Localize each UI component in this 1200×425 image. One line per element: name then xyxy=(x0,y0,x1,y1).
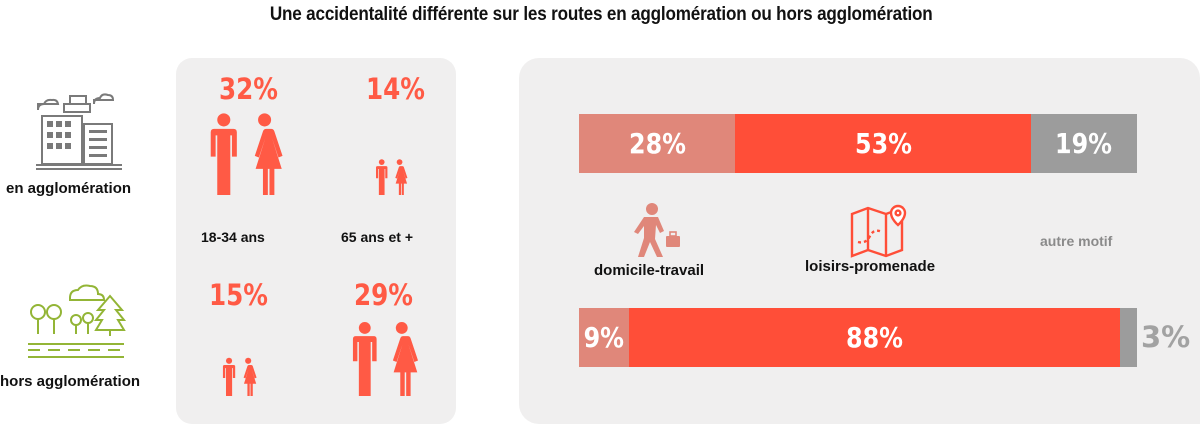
countryside-trees-icon xyxy=(28,284,126,358)
map-pin-icon xyxy=(850,204,907,258)
rural-young-percent: 15% xyxy=(209,278,269,312)
urban-leisure-percent: 53% xyxy=(854,127,912,160)
urban-motif-bar: 28% 53% 19% xyxy=(579,114,1137,173)
walking-businessman-icon xyxy=(634,203,680,257)
rural-leisure-segment: 88% xyxy=(629,308,1121,367)
rural-leisure-percent: 88% xyxy=(846,321,904,354)
age-young-label: 18-34 ans xyxy=(201,229,265,245)
rural-label: hors agglomération xyxy=(0,373,141,390)
urban-other-percent: 19% xyxy=(1055,127,1113,160)
legend-other: autre motif xyxy=(1040,233,1113,249)
chart-title: Une accidentalité différente sur les rou… xyxy=(269,4,933,25)
urban-senior-percent: 14% xyxy=(366,72,426,106)
urban-leisure-segment: 53% xyxy=(735,114,1031,173)
rural-commute-percent: 9% xyxy=(583,321,625,354)
urban-label: en agglomération xyxy=(6,180,132,197)
urban-commute-segment: 28% xyxy=(579,114,736,173)
urban-commute-percent: 28% xyxy=(628,127,686,160)
people-pictograms xyxy=(210,113,419,396)
rural-motif-bar: 9% 88% xyxy=(579,308,1137,367)
legend-commute: domicile-travail xyxy=(594,262,705,279)
city-buildings-icon xyxy=(36,93,122,170)
rural-senior-percent: 29% xyxy=(354,278,414,312)
rural-commute-segment: 9% xyxy=(579,308,630,367)
urban-young-people xyxy=(210,113,283,195)
rural-other-segment xyxy=(1120,308,1137,367)
rural-young-people xyxy=(222,357,257,396)
age-senior-label: 65 ans et + xyxy=(341,229,413,245)
rural-senior-people xyxy=(352,322,419,396)
legend-leisure: loisirs-promenade xyxy=(805,258,936,275)
urban-young-percent: 32% xyxy=(219,72,279,106)
urban-senior-people xyxy=(376,159,408,195)
rural-other-percent: 3% xyxy=(1141,320,1191,354)
urban-other-segment: 19% xyxy=(1030,114,1137,173)
